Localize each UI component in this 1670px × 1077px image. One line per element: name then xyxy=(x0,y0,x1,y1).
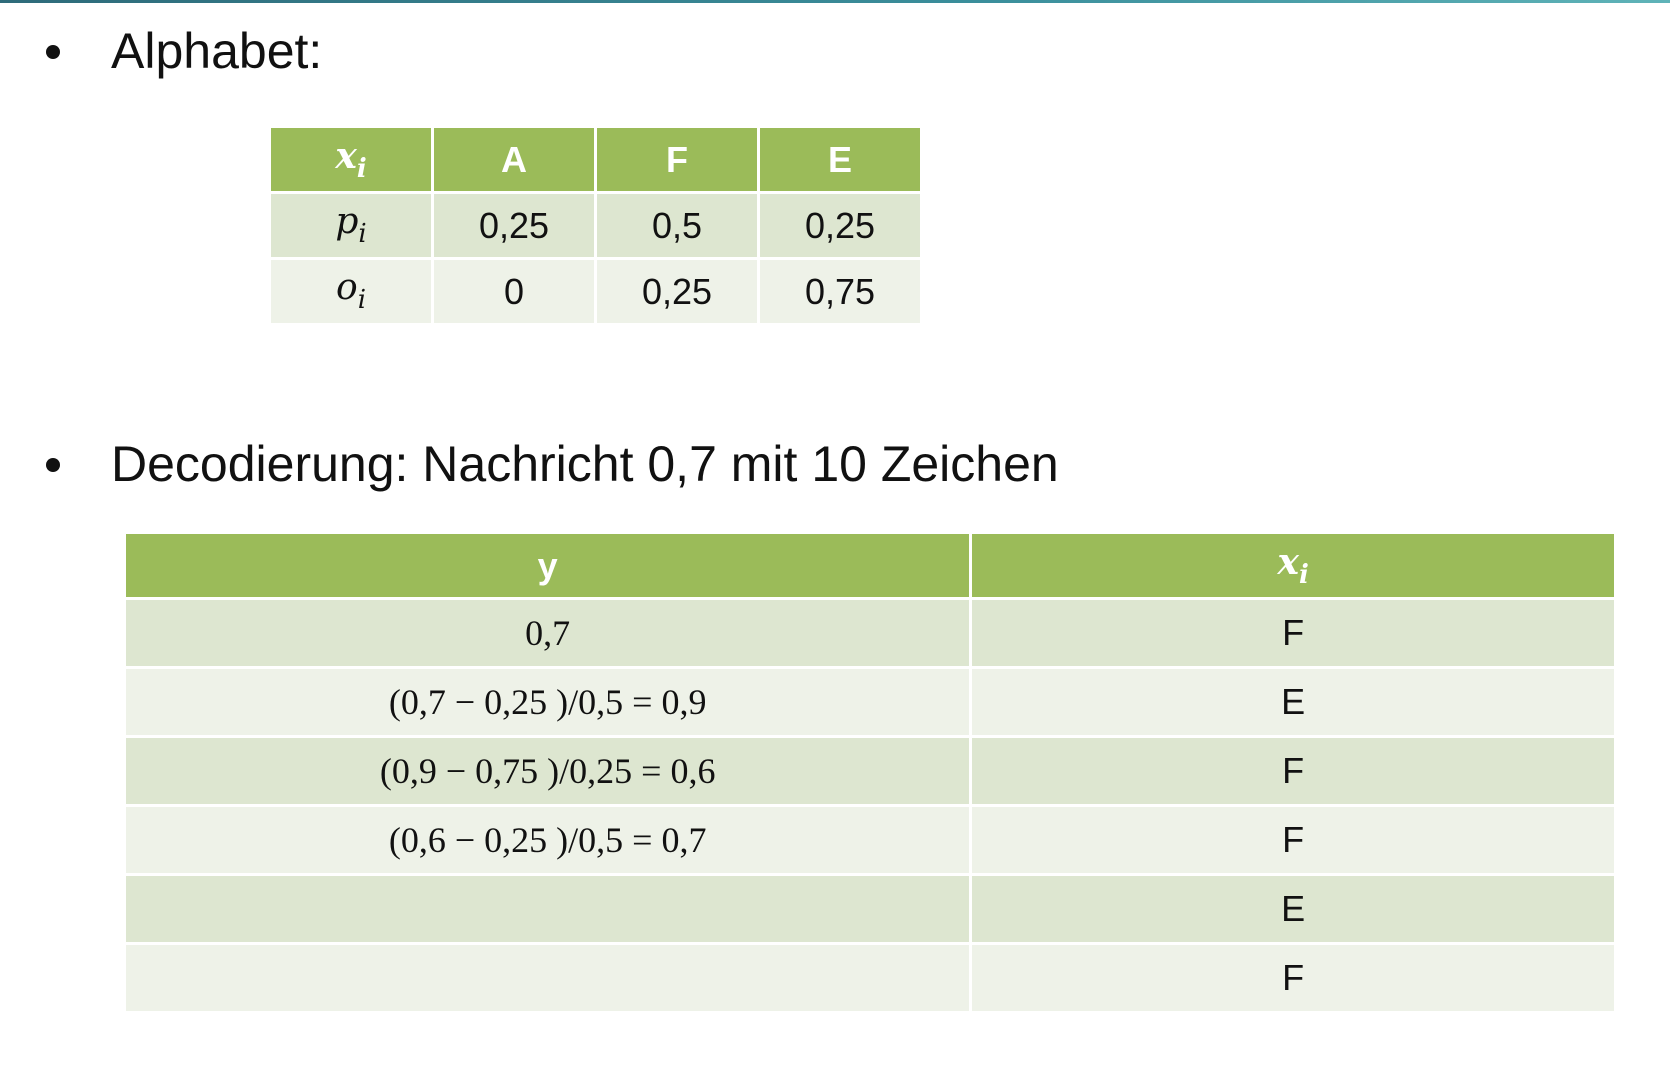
row-label-oi: oi xyxy=(271,260,431,323)
y-value-cell xyxy=(126,945,969,1011)
alphabet-table: xi A F E pi 0,25 0,5 0,25 oi 0 0,25 0,75 xyxy=(268,125,923,326)
subscript-i: i xyxy=(1298,560,1309,591)
table-row: 0,7 F xyxy=(126,600,1614,666)
subscript-i: i xyxy=(356,154,367,185)
table-cell: 0,5 xyxy=(651,204,703,246)
table-cell: 0,25 xyxy=(804,204,876,246)
decoding-header-row: y xi xyxy=(126,534,1614,597)
y-value-cell xyxy=(126,876,969,942)
symbol-cell: E xyxy=(1281,681,1306,722)
symbol-cell: F xyxy=(1282,612,1305,653)
row-label-pi: pi xyxy=(271,194,431,257)
header-cell-symbol: F xyxy=(597,128,757,191)
alphabet-row-offset: oi 0 0,25 0,75 xyxy=(271,260,920,323)
y-value-cell: (0,9 − 0,75 )/0,25 = 0,6 xyxy=(379,751,716,791)
bullet-dot xyxy=(46,458,60,472)
table-cell: 0,25 xyxy=(641,270,713,312)
decoding-table: y xi 0,7 F (0,7 − 0,25 )/0,5 = 0,9 E (0,… xyxy=(123,531,1617,1014)
bullet-decoding-text: Decodierung: Nachricht 0,7 mit 10 Zeiche… xyxy=(111,436,1059,492)
header-cell-xi: xi xyxy=(972,534,1614,597)
var-x: x xyxy=(335,134,357,177)
table-cell: 0,75 xyxy=(804,270,876,312)
header-cell-symbol: E xyxy=(760,128,920,191)
var-p: p xyxy=(335,201,359,243)
symbol-cell: F xyxy=(1282,750,1305,791)
table-row: (0,9 − 0,75 )/0,25 = 0,6 F xyxy=(126,738,1614,804)
y-value-cell: (0,6 − 0,25 )/0,5 = 0,7 xyxy=(388,820,707,860)
y-value-cell: (0,7 − 0,25 )/0,5 = 0,9 xyxy=(388,682,707,722)
symbol-cell: F xyxy=(1282,957,1305,998)
table-cell: 0 xyxy=(503,270,525,312)
subscript-i: i xyxy=(357,285,366,316)
table-row: F xyxy=(126,945,1614,1011)
alphabet-row-probability: pi 0,25 0,5 0,25 xyxy=(271,194,920,257)
symbol-cell: E xyxy=(1281,888,1306,929)
bullet-alphabet-text: Alphabet: xyxy=(111,23,323,79)
alphabet-header-row: xi A F E xyxy=(271,128,920,191)
var-x: x xyxy=(1277,540,1299,583)
y-value-cell: 0,7 xyxy=(525,613,571,653)
top-accent-rule xyxy=(0,0,1670,3)
header-cell-y: y xyxy=(126,534,970,597)
header-cell-xi: xi xyxy=(271,128,431,191)
subscript-i: i xyxy=(358,219,367,250)
table-row: E xyxy=(126,876,1614,942)
symbol-cell: F xyxy=(1282,819,1305,860)
var-o: o xyxy=(336,267,358,309)
table-cell: 0,25 xyxy=(478,204,550,246)
table-row: (0,6 − 0,25 )/0,5 = 0,7 F xyxy=(126,807,1614,873)
bullet-dot xyxy=(46,45,60,59)
table-row: (0,7 − 0,25 )/0,5 = 0,9 E xyxy=(126,669,1614,735)
header-cell-symbol: A xyxy=(434,128,594,191)
